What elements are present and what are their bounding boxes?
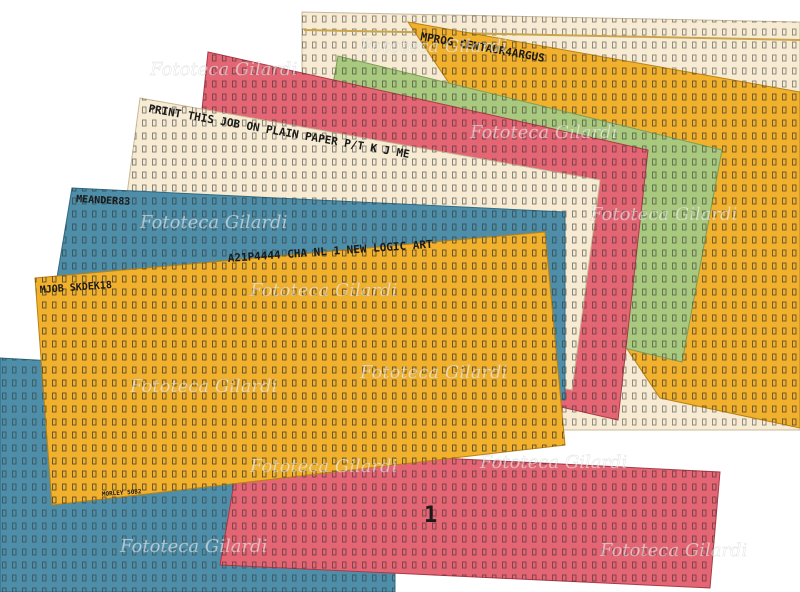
watermark-text: Fototeca Gilardi xyxy=(129,376,277,397)
card-label: MEANDER83 xyxy=(76,194,131,208)
watermark-text: Fototeca Gilardi xyxy=(479,452,627,473)
card-footer: MORLEY 5082 xyxy=(102,488,143,498)
watermark-text: Fototeca Gilardi xyxy=(139,212,287,233)
watermark-text: Fototeca Gilardi xyxy=(469,122,617,143)
card-label-secondary: MJOB SKDEK18 xyxy=(39,280,112,296)
watermark-text: Fototeca Gilardi xyxy=(359,36,507,57)
watermark-text: Fototeca Gilardi xyxy=(589,204,737,225)
watermark-text: Fototeca Gilardi xyxy=(149,59,297,80)
watermark-text: Fototeca Gilardi xyxy=(249,280,397,301)
watermark-text: Fototeca Gilardi xyxy=(119,536,267,557)
watermark-text: Fototeca Gilardi xyxy=(359,362,507,383)
card-label: 1 xyxy=(424,503,437,528)
watermark-text: Fototeca Gilardi xyxy=(249,456,397,477)
card-yellow-front: A21P4444 CHA NL 1 NEW LOGIC ART MJOB SKD… xyxy=(34,231,566,506)
card-pink-bottom: 1 xyxy=(219,447,721,589)
watermark-text: Fototeca Gilardi xyxy=(599,540,747,561)
